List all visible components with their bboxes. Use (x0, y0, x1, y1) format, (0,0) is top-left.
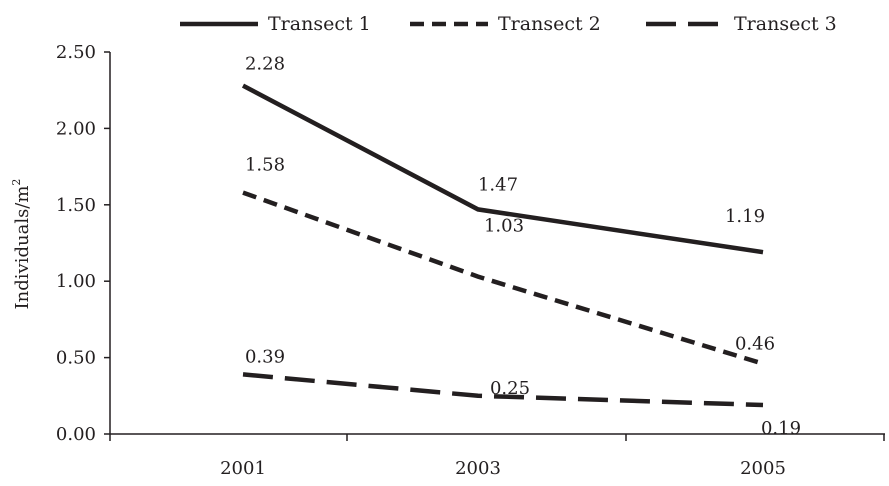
data-label: 2.28 (245, 54, 285, 75)
series-lines (243, 86, 763, 405)
y-tick-label: 2.50 (56, 42, 96, 63)
y-axis-title-superscript: 2 (10, 179, 23, 186)
y-tick-label: 2.00 (56, 118, 96, 139)
x-tick-label: 2001 (220, 458, 266, 479)
y-tick-label: 1.50 (56, 195, 96, 216)
data-label: 0.19 (761, 418, 801, 439)
data-label: 0.39 (245, 346, 285, 367)
x-tick-label: 2005 (740, 458, 786, 479)
data-label: 0.25 (490, 378, 530, 399)
data-label: 1.03 (484, 216, 524, 237)
data-label: 0.46 (735, 334, 775, 355)
x-tick-label: 2003 (455, 458, 501, 479)
y-tick-label: 0.50 (56, 348, 96, 369)
legend-label-transect-2: Transect 2 (498, 13, 601, 35)
y-axis-title: Individuals/m2 (10, 179, 33, 310)
y-ticks: 0.00 0.50 1.00 1.50 2.00 2.50 (56, 42, 110, 445)
y-tick-label: 1.00 (56, 271, 96, 292)
data-label: 1.58 (245, 155, 285, 176)
legend-label-transect-3: Transect 3 (734, 13, 837, 35)
data-label: 1.47 (478, 174, 518, 195)
legend-label-transect-1: Transect 1 (268, 13, 371, 35)
y-tick-label: 0.00 (56, 424, 96, 445)
axes (110, 52, 885, 434)
y-axis-title-text: Individuals/m (12, 186, 33, 310)
x-ticks: 2001 2003 2005 (110, 434, 884, 479)
data-label: 1.19 (725, 206, 765, 227)
legend: Transect 1 Transect 2 Transect 3 (180, 13, 837, 35)
